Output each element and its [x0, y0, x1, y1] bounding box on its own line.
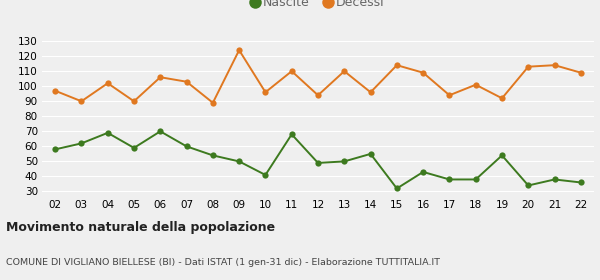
Legend: Nascite, Decessi: Nascite, Decessi: [247, 0, 389, 14]
Text: Movimento naturale della popolazione: Movimento naturale della popolazione: [6, 221, 275, 234]
Text: COMUNE DI VIGLIANO BIELLESE (BI) - Dati ISTAT (1 gen-31 dic) - Elaborazione TUTT: COMUNE DI VIGLIANO BIELLESE (BI) - Dati …: [6, 258, 440, 267]
